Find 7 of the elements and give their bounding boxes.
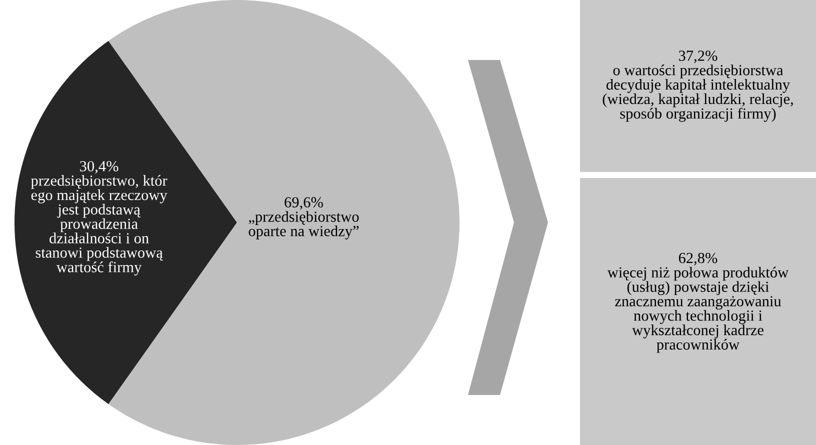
data-label: 69,6% <box>284 197 323 210</box>
data-label: 30,4% <box>80 161 118 174</box>
text: 62,8% więcej niż połowa produktów (usług) powstaje dzięki znacznemu zaangażowaniu nowych technologii i wykształconej kadrze pracowników <box>607 252 789 353</box>
slice-label: „przedsiębiorstwo oparte na wiedzy” <box>248 211 359 240</box>
slice-label: przedsiębiorstwo, któr ego majątek rzeczowy jest podstawą prowadzenia działalności i on stanowi podstawową wartość firmy <box>30 175 168 276</box>
pie-slice <box>14 40 237 404</box>
text: 37,2% o wartości przedsiębiorstwa decyduje kapitał intelektualny (wiedza, kapitał ludzki, relacje, sposób organizacji firmy) <box>602 50 793 122</box>
